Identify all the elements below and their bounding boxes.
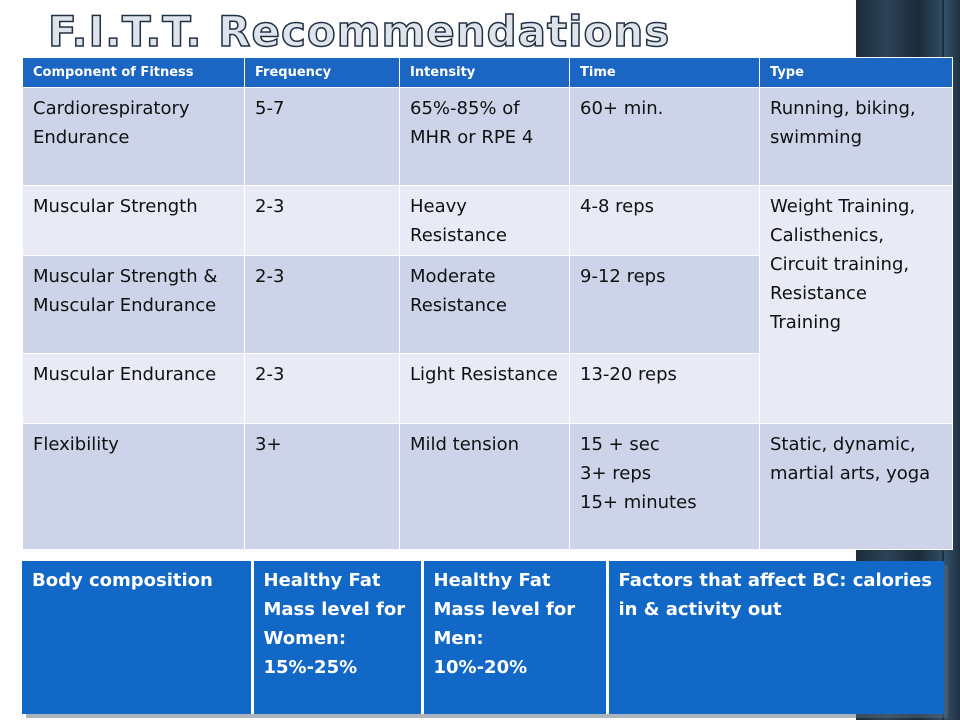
cell-intensity: Moderate Resistance: [399, 255, 570, 354]
cell-intensity: Mild tension: [399, 423, 570, 550]
cell-intensity: Heavy Resistance: [399, 185, 570, 256]
table-header-row: Component of Fitness Frequency Intensity…: [22, 57, 953, 88]
women-fat-level: Healthy Fat Mass level for Women: 15%-25…: [252, 561, 424, 714]
cell-type: Running, biking, swimming: [759, 87, 953, 186]
header-type: Type: [759, 57, 953, 88]
cell-time: 60+ min.: [569, 87, 760, 186]
page-title: F.I.T.T. Recommendations: [47, 6, 671, 57]
body-composition-label: Body composition: [22, 561, 254, 714]
cell-frequency: 2-3: [244, 255, 400, 354]
fitt-table: Component of Fitness Frequency Intensity…: [22, 57, 953, 550]
header-intensity: Intensity: [399, 57, 570, 88]
cell-time: 15 + sec 3+ reps 15+ minutes: [569, 423, 760, 550]
cell-frequency: 2-3: [244, 185, 400, 256]
cell-type-merged: Weight Training, Calisthenics, Circuit t…: [759, 185, 953, 424]
header-component: Component of Fitness: [22, 57, 245, 88]
men-fat-level: Healthy Fat Mass level for Men: 10%-20%: [422, 561, 609, 714]
cell-intensity: Light Resistance: [399, 353, 570, 424]
table-row: Muscular Endurance 2-3 Light Resistance …: [22, 353, 953, 424]
cell-time: 9-12 reps: [569, 255, 760, 354]
cell-component: Cardiorespiratory Endurance: [22, 87, 245, 186]
cell-intensity: 65%-85% of MHR or RPE 4: [399, 87, 570, 186]
table-row: Cardiorespiratory Endurance 5-7 65%-85% …: [22, 87, 953, 186]
cell-frequency: 5-7: [244, 87, 400, 186]
cell-component: Flexibility: [22, 423, 245, 550]
cell-type: Static, dynamic, martial arts, yoga: [759, 423, 953, 550]
cell-time: 13-20 reps: [569, 353, 760, 424]
header-time: Time: [569, 57, 760, 88]
table-row: Flexibility 3+ Mild tension 15 + sec 3+ …: [22, 423, 953, 550]
cell-frequency: 2-3: [244, 353, 400, 424]
cell-component: Muscular Strength & Muscular Endurance: [22, 255, 245, 354]
table-row: Muscular Strength 2-3 Heavy Resistance 4…: [22, 185, 953, 424]
cell-component: Muscular Strength: [22, 185, 245, 256]
cell-frequency: 3+: [244, 423, 400, 550]
bc-factors: Factors that affect BC: calories in & ac…: [607, 561, 944, 714]
cell-component: Muscular Endurance: [22, 353, 245, 424]
body-composition-table: Body composition Healthy Fat Mass level …: [22, 561, 944, 714]
table-row: Muscular Strength & Muscular Endurance 2…: [22, 255, 953, 354]
cell-time: 4-8 reps: [569, 185, 760, 256]
body-composition-row: Body composition Healthy Fat Mass level …: [22, 561, 944, 714]
header-frequency: Frequency: [244, 57, 400, 88]
